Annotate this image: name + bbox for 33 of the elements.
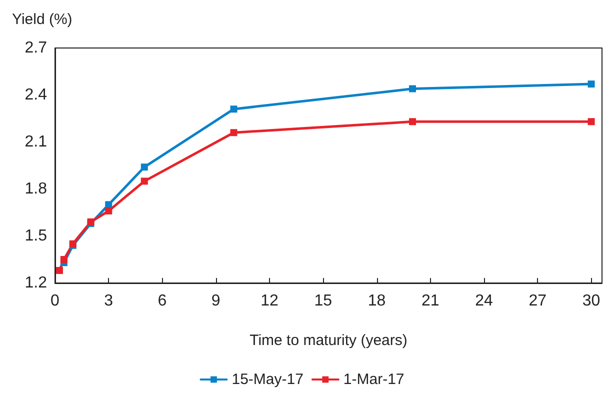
x-tick-label: 21 xyxy=(421,292,440,310)
point xyxy=(140,178,148,185)
y-tick-label: 1.2 xyxy=(24,274,48,292)
point xyxy=(60,256,68,263)
y-tick-label: 2.7 xyxy=(24,40,48,56)
x-tick-label: 12 xyxy=(260,292,279,310)
point xyxy=(588,118,595,126)
x-tick-label: 6 xyxy=(158,292,167,310)
point xyxy=(56,266,63,274)
x-tick-label: 30 xyxy=(582,292,600,310)
point xyxy=(230,106,238,113)
y-tick-label: 1.5 xyxy=(24,228,48,244)
legend-label: 15-May-17 xyxy=(232,371,304,388)
x-tick-label: 27 xyxy=(528,292,547,310)
x-tick-label: 15 xyxy=(314,292,332,310)
y-tick-label: 1.8 xyxy=(24,180,48,198)
x-tick-label: 9 xyxy=(211,292,220,310)
x-tick-label: 18 xyxy=(368,292,386,310)
point xyxy=(230,129,238,136)
point xyxy=(105,201,112,208)
point xyxy=(588,80,595,88)
x-tick-label: 24 xyxy=(475,292,494,310)
x-tick-label: 0 xyxy=(50,292,60,310)
legend-label: 1-Mar-17 xyxy=(343,371,404,388)
point xyxy=(140,164,148,171)
y-tick-label: 2.1 xyxy=(24,134,48,150)
x-tick-label: 3 xyxy=(104,292,114,310)
point xyxy=(409,118,416,126)
point xyxy=(409,85,416,92)
x-axis-title: Time to maturity (years) xyxy=(250,332,408,349)
point xyxy=(105,207,112,214)
y-tick-label: 2.4 xyxy=(24,86,48,104)
y-axis-title: Yield (%) xyxy=(12,11,72,28)
